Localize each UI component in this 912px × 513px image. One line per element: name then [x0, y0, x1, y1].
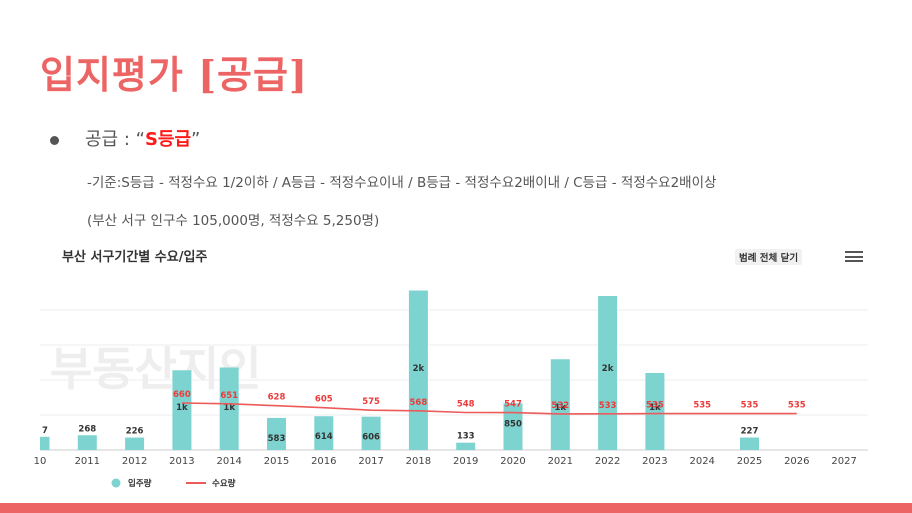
demand-line-path: [181, 402, 797, 415]
x-tick-label: 2024: [689, 456, 714, 467]
line-label-2015: 628: [268, 393, 286, 403]
chart-legend[interactable]: 입주량 수요량: [111, 478, 236, 489]
bar-2022[interactable]: [598, 296, 618, 450]
line-label-2020: 547: [504, 400, 522, 410]
bar-10[interactable]: [40, 436, 50, 450]
line-label-2021: 532: [551, 401, 569, 411]
x-tick-label: 2014: [216, 456, 241, 467]
bar-2023[interactable]: [645, 373, 665, 450]
x-axis: 10 2011 2012 2013 2014 2015 2016 2017 2018 2019 20…: [34, 456, 857, 467]
population-note: (부산 서구 인구수 105,000명, 적정수요 5,250명): [87, 213, 380, 229]
bar-2019[interactable]: [456, 442, 476, 450]
bar-label-2019: 133: [457, 432, 475, 442]
x-tick-label: 2019: [453, 456, 478, 467]
line-label-2017: 575: [362, 397, 380, 407]
grade-value: S등급: [144, 129, 192, 150]
legend-bar-label[interactable]: 입주량: [128, 478, 152, 489]
bar-label-2017: 606: [362, 433, 380, 443]
bar-label-2021: 1k: [555, 403, 567, 413]
x-tick-label: 2021: [548, 456, 573, 467]
bar-label-2023: 1k: [649, 403, 661, 413]
chart-title: 부산 서구기간별 수요/입주: [62, 250, 208, 265]
x-tick-label: 2025: [737, 456, 762, 467]
bar-label-2014: 1k: [223, 403, 235, 413]
legend-bar-swatch[interactable]: [111, 478, 121, 488]
x-tick-label: 10: [34, 456, 47, 467]
criteria-text: -기준:S등급 - 적정수요 1/2이하 / A등급 - 적정수요이내 / B등…: [87, 175, 717, 191]
line-label-2023: 535: [646, 401, 664, 411]
bar-label-2015: 583: [268, 434, 286, 444]
hamburger-menu-icon[interactable]: [845, 251, 863, 262]
bar-label-2022: 2k: [602, 364, 614, 374]
line-label-2022: 533: [599, 401, 617, 411]
x-tick-label: 2020: [500, 456, 525, 467]
bar-label-2011: 268: [78, 424, 96, 434]
bar-2011[interactable]: [77, 435, 97, 450]
x-tick-label: 2015: [264, 456, 289, 467]
bar-2014[interactable]: [219, 367, 239, 451]
bar-2013[interactable]: [172, 370, 192, 450]
x-tick-label: 2017: [358, 456, 383, 467]
demand-line: 660 651 628 605 575 568 548 547 532 533 535 535 535 5…: [173, 390, 806, 415]
x-tick-label: 2026: [784, 456, 809, 467]
x-tick-label: 2018: [406, 456, 431, 467]
bar-label-2018: 2k: [413, 364, 425, 374]
line-label-2016: 605: [315, 395, 333, 405]
bar-label-2016: 614: [315, 432, 333, 442]
bar-2021[interactable]: [550, 359, 570, 450]
legend-line-label[interactable]: 수요량: [212, 478, 236, 489]
bar-2020[interactable]: [503, 403, 523, 450]
bar-2015[interactable]: [267, 417, 286, 450]
x-tick-label: 2022: [595, 456, 620, 467]
bar-label-2025: 227: [741, 427, 759, 437]
bar-label-10: 7: [42, 426, 48, 436]
bar-label-2020: 850: [504, 419, 522, 429]
line-label-2018: 568: [410, 398, 428, 408]
bar-2016[interactable]: [314, 416, 334, 450]
bar-2017[interactable]: [361, 416, 381, 450]
grade-suffix: ”: [191, 129, 201, 150]
x-tick-label: 2016: [311, 456, 336, 467]
bar-label-2013: 1k: [176, 403, 188, 413]
line-label-2024: 535: [693, 401, 711, 411]
legend-toggle-button[interactable]: 범례 전체 닫기: [735, 249, 803, 265]
line-label-2026: 535: [788, 401, 806, 411]
line-label-2013: 660: [173, 390, 191, 400]
line-label-2025: 535: [741, 401, 759, 411]
x-tick-label: 2027: [831, 456, 856, 467]
slide-title: 입지평가 [공급]: [40, 52, 308, 97]
footer-accent-bar: [0, 503, 912, 513]
grade-prefix: 공급 : “: [85, 129, 145, 150]
x-tick-label: 2013: [169, 456, 194, 467]
x-tick-label: 2012: [122, 456, 147, 467]
bullet-dot-icon: [50, 135, 59, 145]
x-tick-label: 2011: [75, 456, 100, 467]
x-tick-label: 2023: [642, 456, 667, 467]
bar-2012[interactable]: [125, 437, 145, 450]
supply-grade-line: 공급 : “S등급”: [50, 125, 200, 151]
bar-label-2012: 226: [126, 427, 144, 437]
line-label-2019: 548: [457, 400, 475, 410]
bar-2025[interactable]: [740, 437, 759, 450]
line-label-2014: 651: [220, 391, 238, 401]
